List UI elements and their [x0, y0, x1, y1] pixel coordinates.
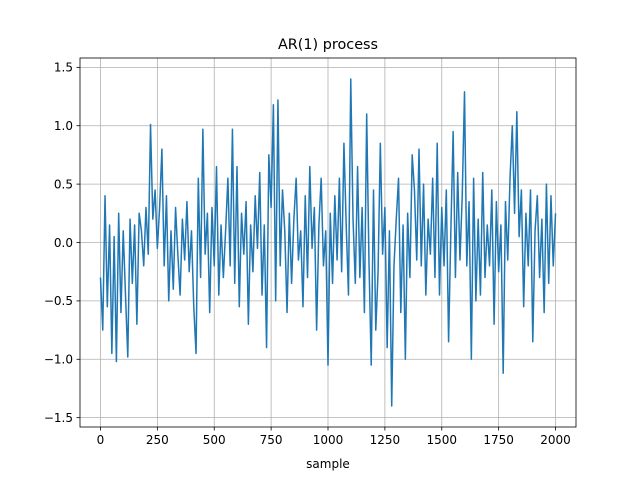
- y-tick-label: −1.0: [44, 353, 73, 367]
- x-tick-label: 250: [146, 433, 169, 447]
- x-tick-label: 1000: [313, 433, 344, 447]
- axis-ticks: 0 250 500 750 1000 1250 1500 1750 2000 −1.5 −1.0 −0…: [44, 61, 571, 447]
- x-tick-label: 0: [97, 433, 105, 447]
- x-tick-label: 750: [260, 433, 283, 447]
- x-tick-label: 1500: [426, 433, 457, 447]
- y-tick-label: 1.5: [54, 61, 73, 75]
- x-tick-label: 1750: [483, 433, 514, 447]
- y-tick-label: 0.5: [54, 177, 73, 191]
- x-axis-label: sample: [306, 457, 350, 471]
- y-tick-label: −0.5: [44, 294, 73, 308]
- y-tick-label: −1.5: [44, 411, 73, 425]
- chart-title: AR(1) process: [278, 37, 378, 53]
- y-tick-label: 1.0: [54, 119, 73, 133]
- series-line: [99, 78, 557, 407]
- x-tick-label: 1250: [370, 433, 401, 447]
- x-tick-label: 2000: [540, 433, 571, 447]
- series-layer: [99, 78, 557, 407]
- x-tick-label: 500: [203, 433, 226, 447]
- y-tick-label: 0.0: [54, 236, 73, 250]
